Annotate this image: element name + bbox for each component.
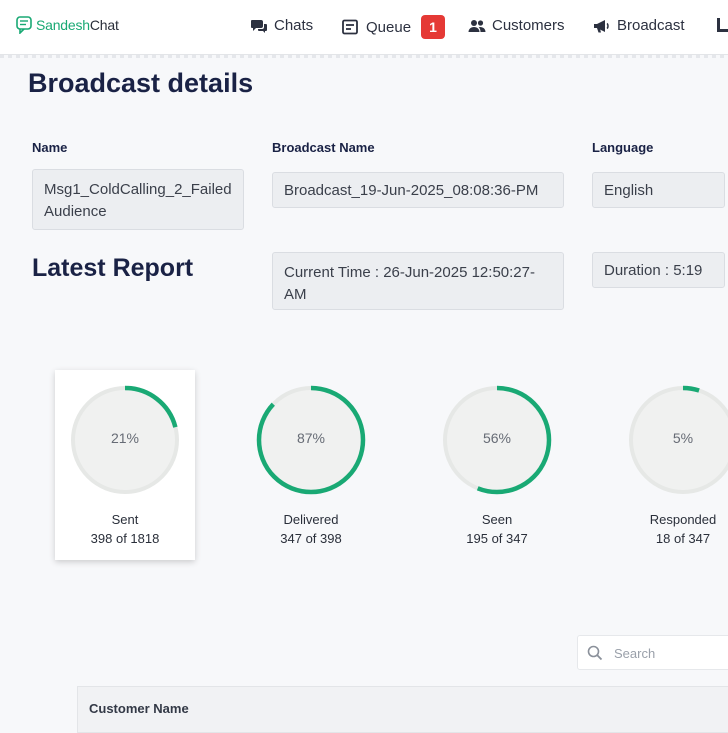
nav-more[interactable]	[716, 17, 728, 33]
search-icon	[587, 645, 603, 661]
language-field: English	[592, 172, 725, 208]
nav-queue-label: Queue	[366, 18, 412, 36]
stat-label: Responded	[649, 512, 717, 527]
nav-chats[interactable]: Chats	[250, 17, 313, 34]
report-icon	[717, 18, 728, 32]
stat-percent: 87%	[296, 430, 326, 446]
progress-ring	[256, 385, 366, 495]
duration-field: Duration : 5:19	[592, 252, 725, 288]
progress-ring-arc	[442, 385, 552, 495]
header-divider	[0, 55, 728, 58]
latest-report-title: Latest Report	[32, 254, 194, 282]
stat-card-delivered[interactable]: 87% Delivered 347 of 398	[241, 370, 381, 560]
stat-card-responded[interactable]: 5% Responded 18 of 347	[613, 370, 728, 560]
stat-percent: 5%	[672, 430, 694, 446]
stat-count: 398 of 1818	[90, 531, 160, 546]
brand-logo[interactable]: SandeshChat	[16, 16, 119, 34]
current-time-field: Current Time : 26-Jun-2025 12:50:27-AM	[272, 252, 564, 310]
progress-ring	[70, 385, 180, 495]
progress-ring-arc	[70, 385, 180, 495]
nav-customers-label: Customers	[492, 17, 565, 34]
progress-ring	[628, 385, 728, 495]
stat-count: 347 of 398	[280, 531, 342, 546]
nav-chats-label: Chats	[274, 17, 314, 34]
stat-percent: 56%	[482, 430, 512, 446]
progress-ring-arc	[256, 385, 366, 495]
top-navigation-bar: SandeshChat Chats Queue 1 Customers	[0, 0, 728, 55]
search-box[interactable]	[577, 635, 728, 671]
nav-broadcast-label: Broadcast	[617, 17, 685, 34]
search-input[interactable]	[612, 636, 726, 671]
progress-ring	[442, 385, 552, 495]
chats-icon	[251, 19, 267, 33]
stat-label: Seen	[481, 512, 513, 527]
broadcast-name-field: Broadcast_19-Jun-2025_08:08:36-PM	[272, 172, 564, 208]
broadcast-name-label: Broadcast Name	[272, 140, 375, 155]
customers-icon	[468, 19, 486, 32]
nav-customers[interactable]: Customers	[468, 17, 565, 34]
nav-broadcast[interactable]: Broadcast	[593, 17, 685, 34]
megaphone-icon	[594, 19, 609, 32]
brand-name: SandeshChat	[36, 17, 119, 33]
stat-card-seen[interactable]: 56% Seen 195 of 347	[427, 370, 567, 560]
stat-count: 195 of 347	[466, 531, 528, 546]
stat-count: 18 of 347	[655, 531, 711, 546]
stat-card-sent[interactable]: 21% Sent 398 of 1818	[55, 370, 195, 560]
name-label: Name	[32, 140, 68, 155]
page-title: Broadcast details	[28, 68, 254, 98]
chat-logo-icon	[16, 16, 32, 34]
language-label: Language	[592, 140, 654, 155]
nav-queue[interactable]: Queue 1	[342, 15, 446, 39]
stat-percent: 21%	[110, 430, 140, 446]
queue-count-badge: 1	[421, 15, 446, 39]
stat-label: Delivered	[283, 512, 339, 527]
stat-label: Sent	[111, 512, 139, 527]
customers-table-header: Customer Name	[77, 686, 728, 733]
progress-ring-arc	[628, 385, 728, 495]
name-field: Msg1_ColdCalling_2_Failed Audience	[32, 169, 244, 230]
queue-icon	[342, 19, 358, 35]
column-header-customer-name[interactable]: Customer Name	[89, 701, 189, 716]
